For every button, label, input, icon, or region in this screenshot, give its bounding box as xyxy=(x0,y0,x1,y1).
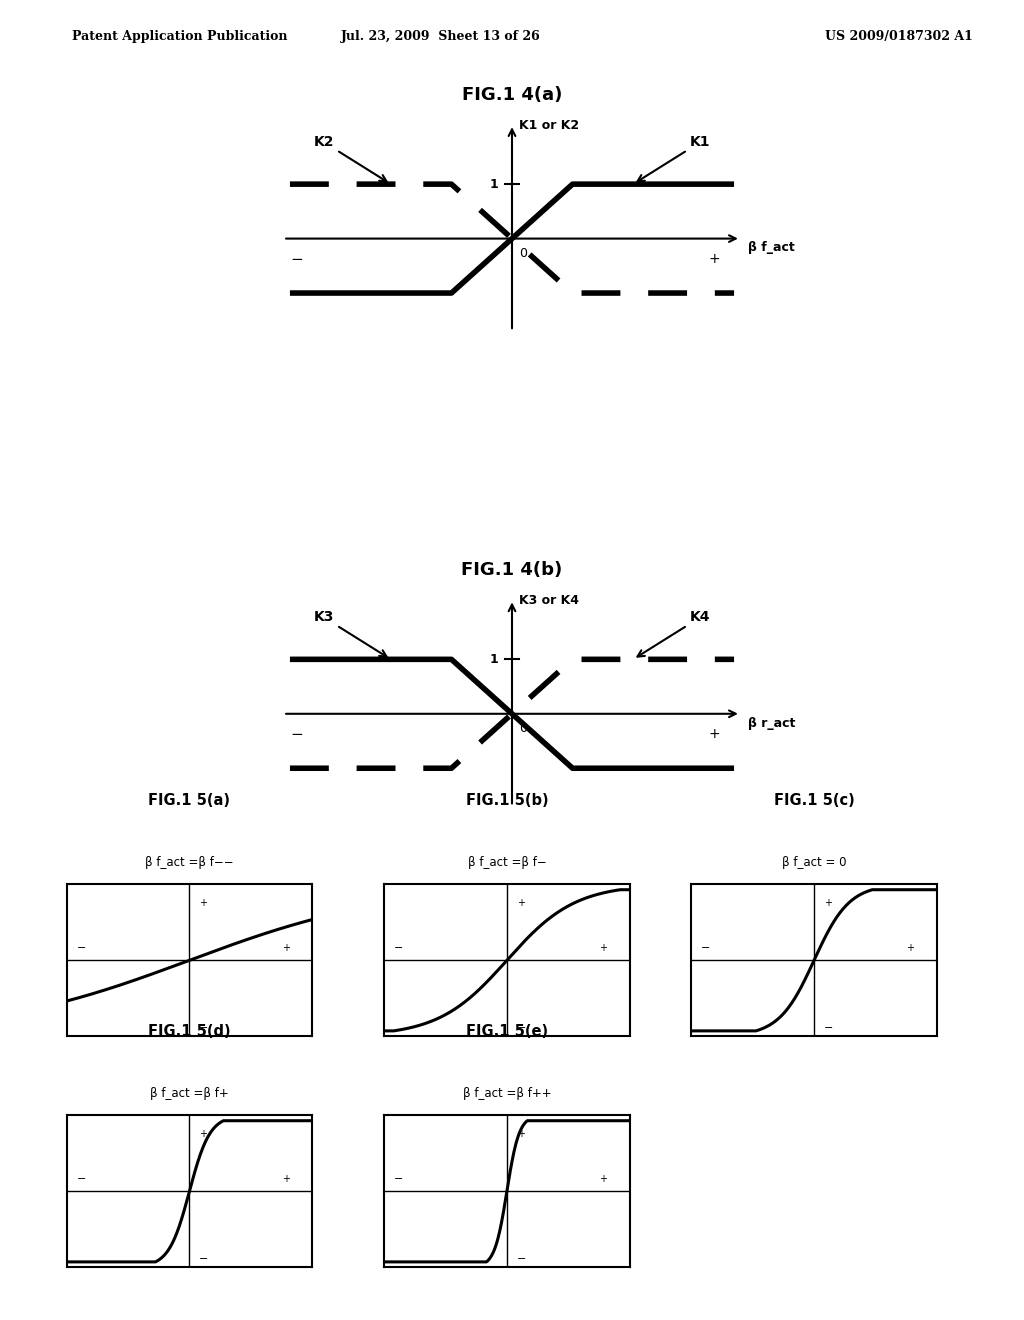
Text: K3: K3 xyxy=(313,610,386,656)
Text: 0: 0 xyxy=(519,247,526,260)
Text: Patent Application Publication: Patent Application Publication xyxy=(72,30,287,44)
Text: +: + xyxy=(824,898,831,908)
Text: 0: 0 xyxy=(519,722,526,735)
Text: −: − xyxy=(290,727,303,742)
Text: FIG.1 4(a): FIG.1 4(a) xyxy=(462,86,562,104)
Text: −: − xyxy=(200,1254,209,1263)
Text: −: − xyxy=(290,252,303,267)
Text: K1: K1 xyxy=(638,135,711,181)
Text: −: − xyxy=(77,1173,86,1184)
Text: FIG.1 5(a): FIG.1 5(a) xyxy=(148,793,230,808)
Text: +: + xyxy=(906,942,914,953)
Text: 1: 1 xyxy=(489,653,499,665)
Text: FIG.1 5(e): FIG.1 5(e) xyxy=(466,1024,548,1039)
Text: K1 or K2: K1 or K2 xyxy=(519,119,579,132)
Text: β f_act =β f−−: β f_act =β f−− xyxy=(145,855,233,869)
Text: −: − xyxy=(394,942,403,953)
Text: β f_act =β f++: β f_act =β f++ xyxy=(463,1086,551,1100)
Text: +: + xyxy=(599,1173,607,1184)
Text: β f_act: β f_act xyxy=(748,242,795,255)
Text: β f_act = 0: β f_act = 0 xyxy=(782,855,846,869)
Text: K3 or K4: K3 or K4 xyxy=(519,594,579,607)
Text: +: + xyxy=(200,898,207,908)
Text: 1: 1 xyxy=(489,178,499,190)
Text: +: + xyxy=(708,727,720,742)
Text: β f_act =β f+: β f_act =β f+ xyxy=(151,1086,228,1100)
Text: +: + xyxy=(200,1129,207,1139)
Text: −: − xyxy=(517,1254,526,1263)
Text: +: + xyxy=(282,1173,290,1184)
Text: +: + xyxy=(708,252,720,267)
Text: −: − xyxy=(517,1023,526,1032)
Text: FIG.1 5(b): FIG.1 5(b) xyxy=(466,793,548,808)
Text: −: − xyxy=(200,1023,209,1032)
Text: K2: K2 xyxy=(313,135,386,181)
Text: β r_act: β r_act xyxy=(748,717,795,730)
Text: FIG.1 5(d): FIG.1 5(d) xyxy=(148,1024,230,1039)
Text: Jul. 23, 2009  Sheet 13 of 26: Jul. 23, 2009 Sheet 13 of 26 xyxy=(340,30,541,44)
Text: FIG.1 4(b): FIG.1 4(b) xyxy=(462,561,562,579)
Text: +: + xyxy=(517,898,524,908)
Text: −: − xyxy=(77,942,86,953)
Text: +: + xyxy=(517,1129,524,1139)
Text: −: − xyxy=(701,942,711,953)
Text: US 2009/0187302 A1: US 2009/0187302 A1 xyxy=(825,30,973,44)
Text: +: + xyxy=(599,942,607,953)
Text: K4: K4 xyxy=(638,610,711,656)
Text: β f_act =β f−: β f_act =β f− xyxy=(468,855,546,869)
Text: −: − xyxy=(824,1023,834,1032)
Text: −: − xyxy=(394,1173,403,1184)
Text: +: + xyxy=(282,942,290,953)
Text: FIG.1 5(c): FIG.1 5(c) xyxy=(774,793,854,808)
